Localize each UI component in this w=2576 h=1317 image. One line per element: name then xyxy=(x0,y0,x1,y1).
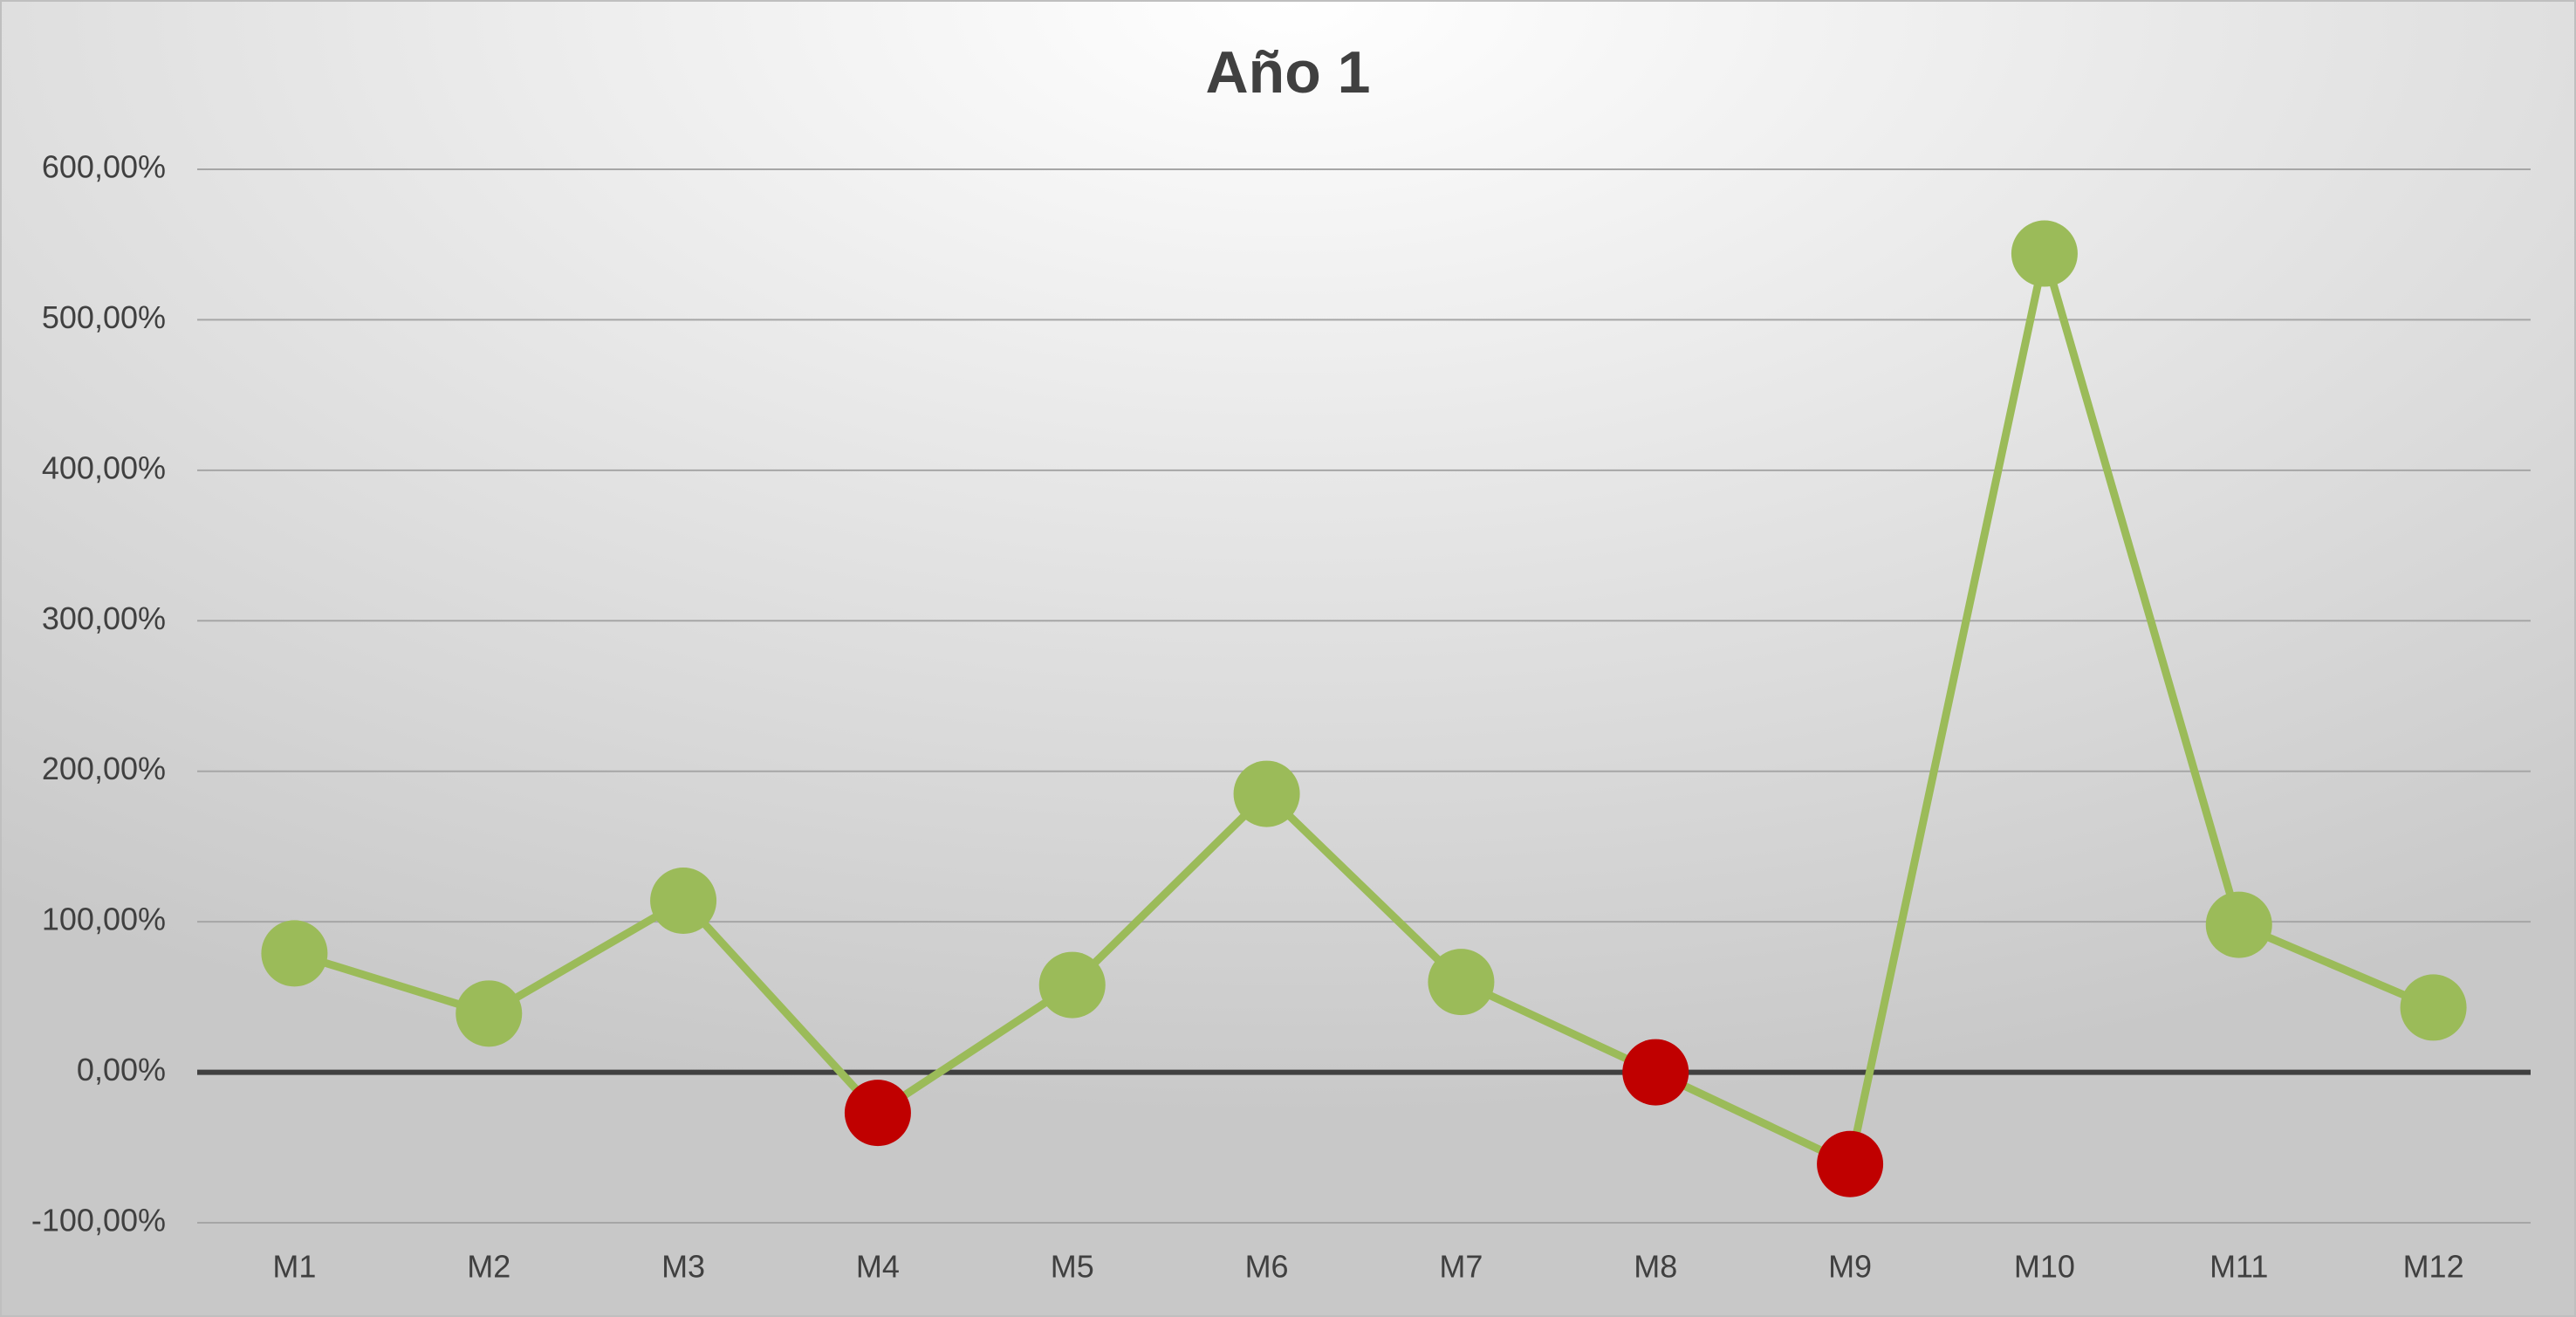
x-tick-label: M12 xyxy=(2403,1249,2464,1285)
data-point xyxy=(1233,760,1300,827)
x-tick-label: M2 xyxy=(467,1249,510,1285)
x-tick-label: M7 xyxy=(1439,1249,1483,1285)
data-point xyxy=(844,1080,911,1147)
data-point xyxy=(1622,1039,1689,1106)
chart-title: Año 1 xyxy=(1206,39,1371,106)
data-point xyxy=(2400,974,2467,1041)
y-tick-label: 400,00% xyxy=(42,449,166,485)
y-tick-label: 600,00% xyxy=(42,149,166,185)
data-point xyxy=(1038,951,1106,1019)
y-tick-label: 300,00% xyxy=(42,600,166,636)
data-point xyxy=(650,868,717,935)
x-tick-label: M1 xyxy=(272,1249,316,1285)
y-tick-label: -100,00% xyxy=(31,1203,166,1238)
data-point xyxy=(2011,220,2078,287)
x-tick-label: M6 xyxy=(1245,1249,1289,1285)
data-point xyxy=(1817,1130,1884,1197)
data-point xyxy=(456,980,523,1047)
x-tick-label: M4 xyxy=(856,1249,900,1285)
y-tick-label: 100,00% xyxy=(42,902,166,937)
data-point xyxy=(2205,891,2272,958)
x-tick-label: M10 xyxy=(2014,1249,2075,1285)
series-line xyxy=(293,250,2436,1169)
y-tick-label: 0,00% xyxy=(77,1052,166,1087)
x-tick-label: M8 xyxy=(1634,1249,1677,1285)
x-tick-label: M3 xyxy=(661,1249,705,1285)
data-point xyxy=(1428,949,1495,1016)
y-tick-label: 500,00% xyxy=(42,299,166,335)
x-tick-label: M9 xyxy=(1828,1249,1872,1285)
data-point xyxy=(261,920,328,987)
x-tick-label: M11 xyxy=(2209,1249,2268,1285)
y-tick-label: 200,00% xyxy=(42,751,166,786)
x-tick-label: M5 xyxy=(1051,1249,1094,1285)
